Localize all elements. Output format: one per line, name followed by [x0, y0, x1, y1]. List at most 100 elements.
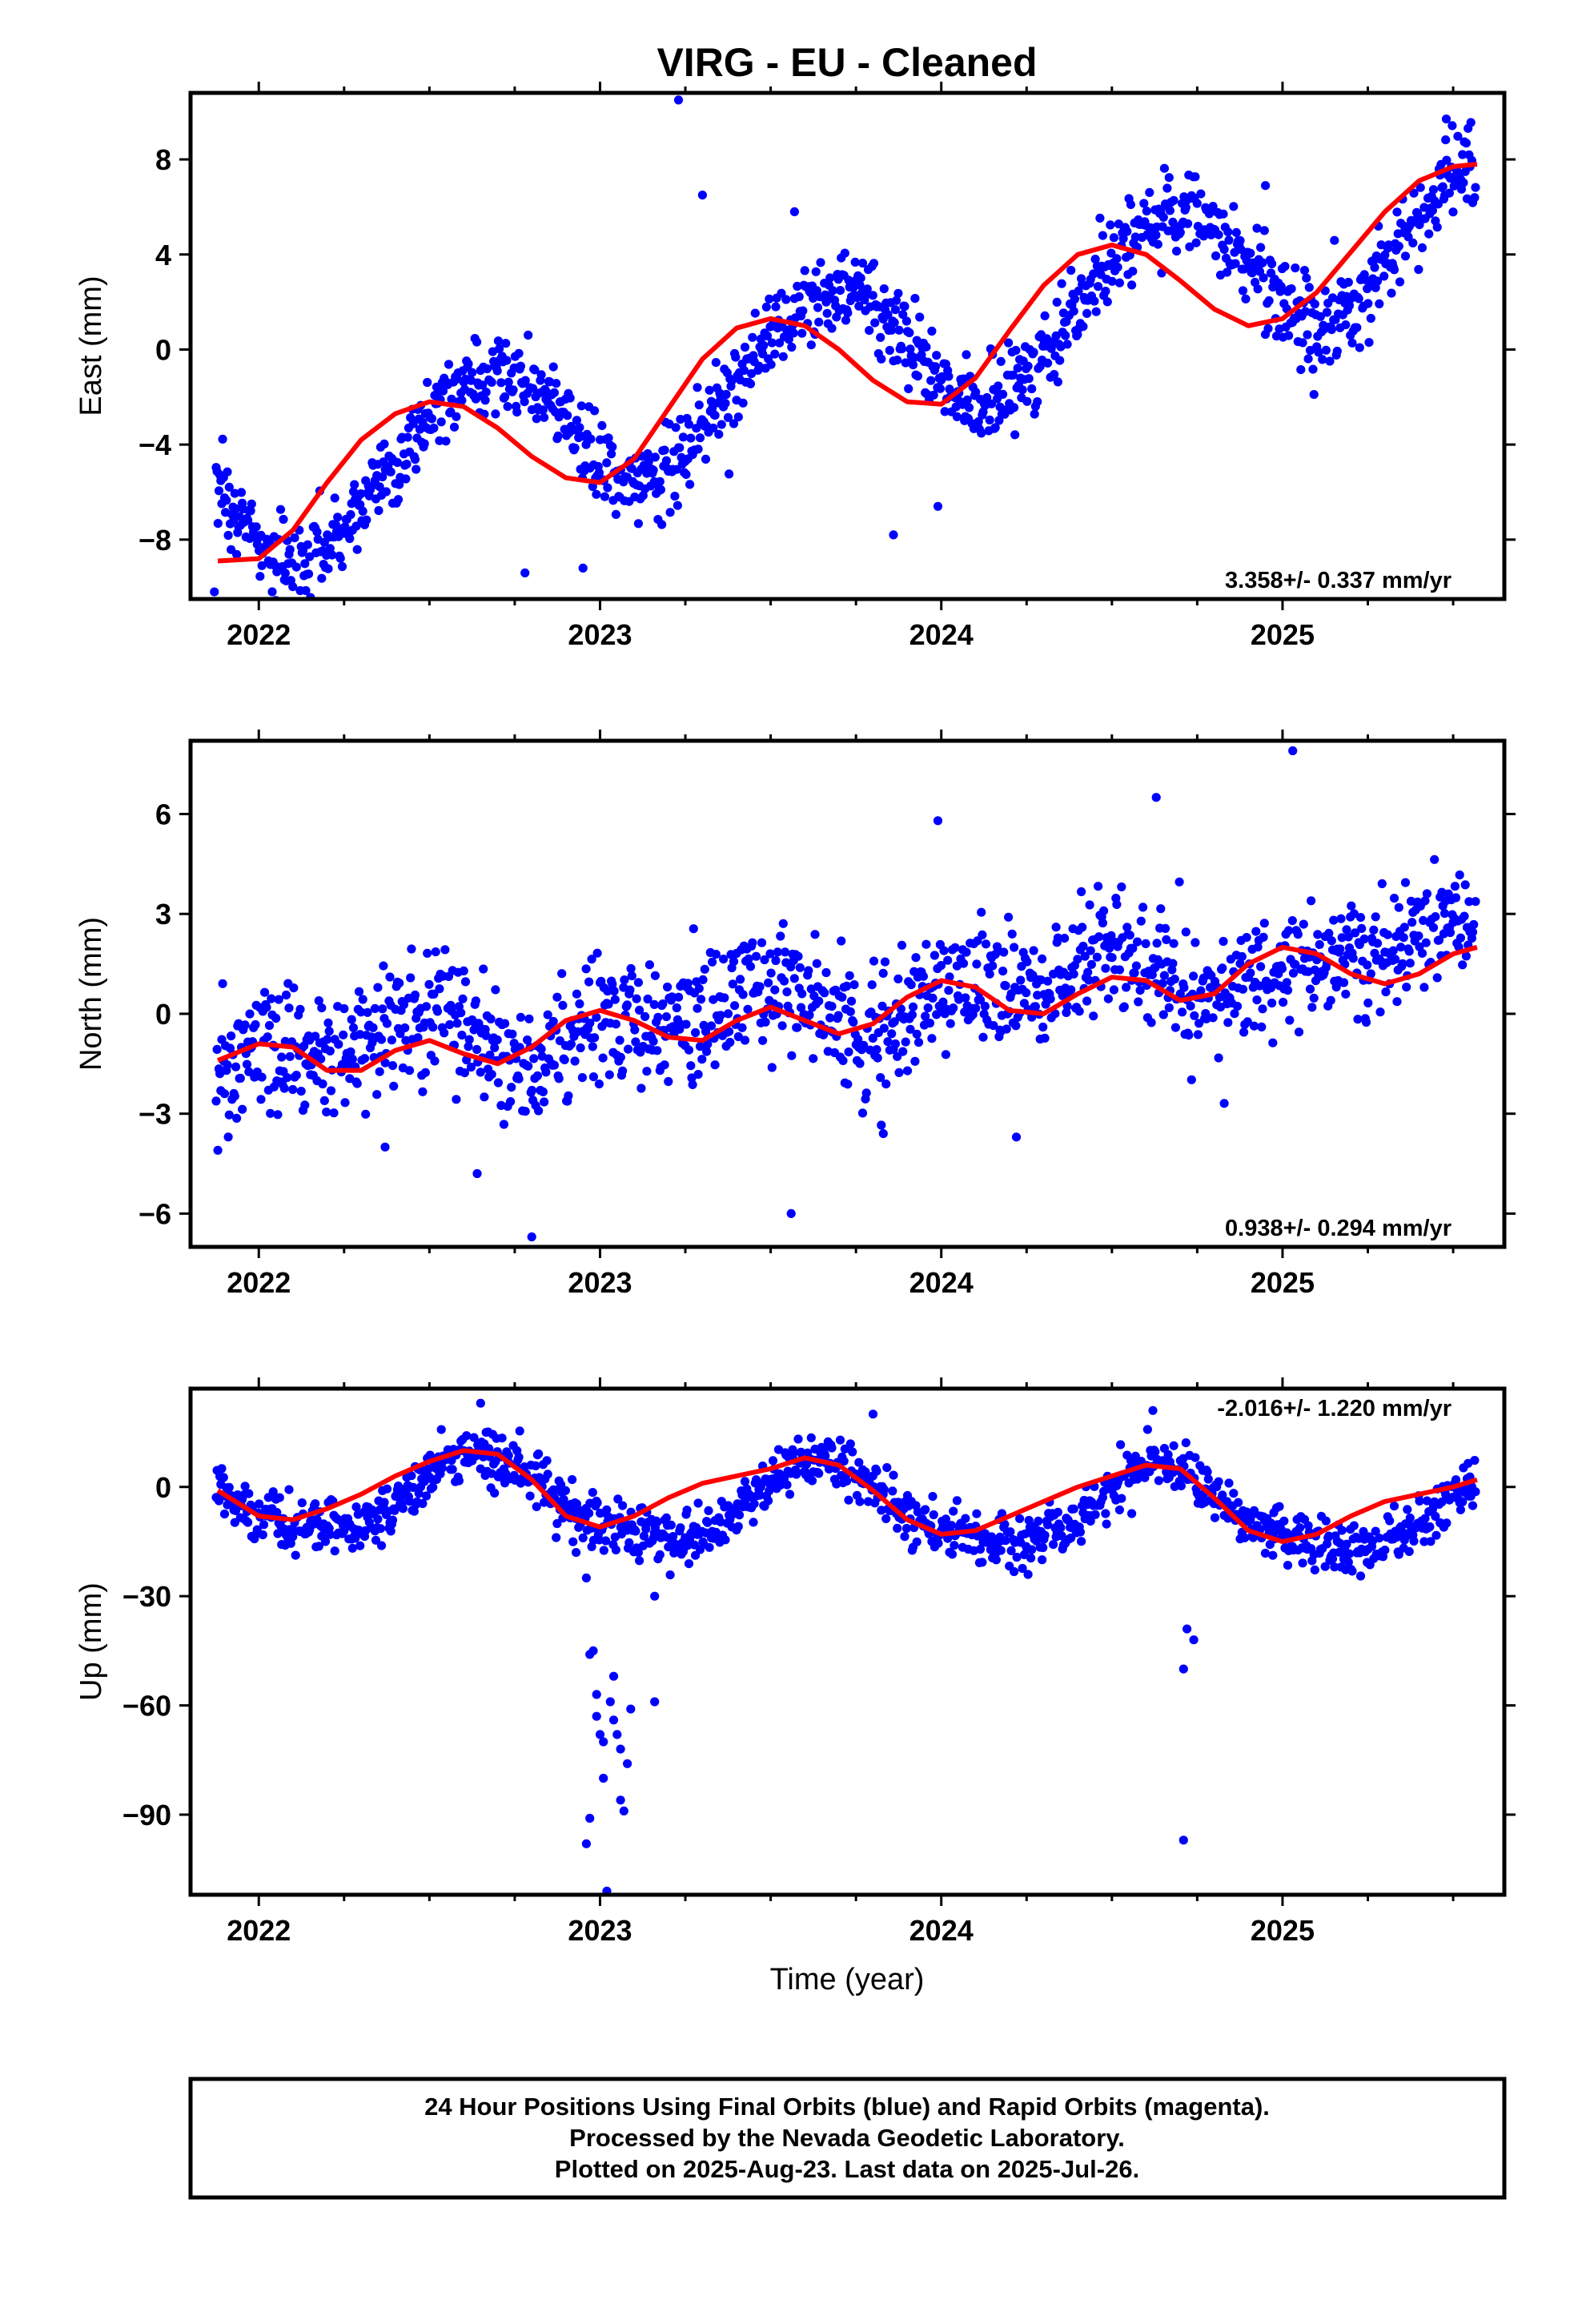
- data-point: [563, 411, 572, 420]
- data-point: [351, 1502, 361, 1512]
- data-point: [534, 1106, 544, 1116]
- data-point: [927, 326, 937, 336]
- data-point: [1010, 430, 1020, 440]
- data-point: [1422, 889, 1431, 899]
- data-point: [560, 1486, 571, 1495]
- data-point: [878, 968, 888, 978]
- data-point: [977, 428, 986, 438]
- data-point: [549, 1060, 560, 1070]
- data-point: [213, 519, 223, 529]
- data-point: [1277, 964, 1287, 974]
- data-point: [1218, 1490, 1227, 1500]
- data-point: [485, 1050, 495, 1060]
- data-point: [910, 294, 920, 304]
- data-point: [584, 977, 594, 987]
- data-point: [1057, 1531, 1066, 1541]
- outlier-point: [213, 1145, 223, 1155]
- data-point: [723, 1009, 733, 1019]
- data-point: [240, 1482, 250, 1491]
- data-point: [1318, 355, 1327, 364]
- data-point: [1130, 968, 1139, 978]
- data-point: [912, 1537, 921, 1546]
- data-point: [232, 549, 242, 559]
- data-point: [1114, 278, 1124, 287]
- data-point: [913, 1038, 924, 1047]
- data-point: [904, 384, 913, 393]
- data-point: [872, 1045, 881, 1055]
- data-point: [1426, 1537, 1435, 1546]
- data-point: [1413, 208, 1423, 218]
- data-point: [543, 1010, 552, 1019]
- data-point: [224, 482, 234, 492]
- data-point: [572, 416, 582, 425]
- data-point: [648, 1036, 658, 1046]
- data-point: [395, 979, 404, 988]
- footer-line-3: Plotted on 2025-Aug-23. Last data on 202…: [555, 2155, 1139, 2183]
- plot-frame: [188, 738, 1507, 1249]
- plot-area: [211, 746, 1480, 1242]
- data-point: [566, 1039, 576, 1049]
- data-point: [705, 385, 714, 395]
- data-point: [1243, 1017, 1252, 1027]
- data-point: [330, 493, 339, 503]
- data-point: [632, 994, 641, 1003]
- data-point: [558, 1000, 568, 1010]
- data-point: [748, 332, 757, 342]
- data-point: [1051, 331, 1061, 340]
- data-point: [1078, 322, 1088, 332]
- data-point: [496, 378, 506, 388]
- data-point: [597, 420, 607, 431]
- data-point: [319, 1096, 329, 1105]
- outlier-point: [868, 1409, 878, 1419]
- data-point: [1458, 150, 1468, 159]
- data-point: [594, 468, 604, 477]
- data-point: [464, 359, 473, 368]
- data-point: [430, 1056, 440, 1066]
- data-point: [1405, 959, 1415, 968]
- data-point: [777, 1021, 787, 1031]
- data-point: [1431, 912, 1440, 922]
- data-point: [487, 377, 496, 387]
- data-point: [657, 520, 667, 529]
- data-point: [787, 342, 797, 352]
- data-point: [1134, 997, 1143, 1007]
- outlier-point: [1182, 1624, 1192, 1634]
- data-point: [921, 342, 931, 352]
- data-point: [564, 1091, 573, 1100]
- data-point: [626, 963, 636, 974]
- data-point: [1372, 939, 1383, 948]
- data-point: [223, 467, 232, 476]
- data-point: [1122, 923, 1132, 932]
- data-point: [793, 951, 803, 961]
- data-point: [1203, 1474, 1213, 1484]
- data-point: [1389, 265, 1399, 275]
- data-point: [887, 1029, 897, 1039]
- data-point: [303, 569, 314, 579]
- data-point: [694, 983, 704, 993]
- x-tick-label: 2025: [1251, 1914, 1315, 1947]
- data-point: [857, 1108, 868, 1118]
- data-point: [974, 416, 983, 427]
- data-point: [424, 979, 434, 989]
- data-point: [594, 1535, 604, 1545]
- data-point: [1237, 951, 1247, 962]
- data-point: [633, 519, 644, 529]
- data-point: [981, 939, 991, 949]
- data-point: [898, 310, 908, 320]
- data-point: [1095, 213, 1105, 223]
- data-point: [947, 1550, 958, 1559]
- data-point: [697, 995, 706, 1004]
- data-point: [676, 1523, 685, 1533]
- data-point: [600, 492, 610, 501]
- data-point: [827, 1443, 837, 1453]
- data-point: [370, 1003, 379, 1013]
- data-point: [514, 348, 524, 358]
- x-tick-label: 2023: [568, 1266, 632, 1299]
- outlier-point: [1288, 746, 1298, 756]
- data-point: [1078, 941, 1088, 951]
- data-point: [649, 999, 659, 1009]
- data-point: [311, 1031, 320, 1041]
- data-point: [585, 1018, 595, 1028]
- data-point: [768, 1456, 778, 1466]
- data-point: [1103, 994, 1113, 1003]
